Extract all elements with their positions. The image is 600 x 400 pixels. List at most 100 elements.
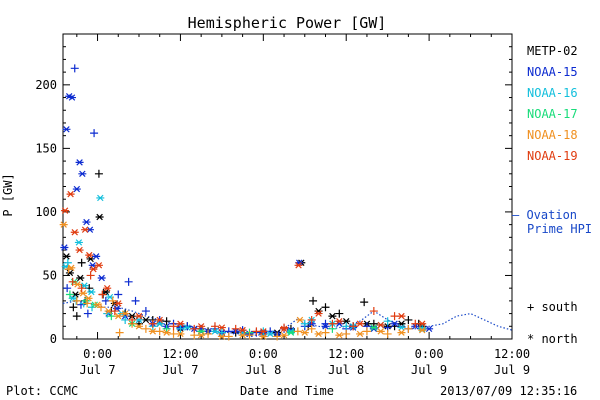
south-marker: [369, 307, 378, 316]
north-marker: [397, 329, 406, 336]
south-marker: [307, 324, 316, 333]
south-marker: [404, 315, 413, 324]
south-marker: [360, 298, 369, 307]
south-marker: [224, 332, 233, 341]
north-marker: [87, 288, 96, 296]
south-marker: [77, 258, 86, 267]
x-tick-label-date: Jul 8: [245, 363, 281, 377]
north-marker: [95, 213, 104, 221]
south-marker: [217, 328, 226, 337]
south-marker: [69, 303, 78, 312]
north-marker: [76, 274, 85, 282]
south-marker: [64, 265, 73, 274]
north-marker: [67, 264, 76, 272]
north-marker: [266, 330, 275, 338]
south-marker: [252, 327, 261, 336]
north-marker: [397, 312, 406, 320]
south-marker: [162, 317, 171, 326]
north-marker: [197, 323, 206, 330]
south-marker: [68, 277, 77, 286]
south-marker: [86, 271, 95, 280]
north-marker: [286, 329, 295, 336]
south-marker: [210, 322, 219, 331]
timestamp: 2013/07/09 12:35:16: [440, 384, 578, 398]
south-marker: [342, 329, 351, 338]
south-marker: [293, 327, 302, 336]
data-marks: [59, 64, 434, 341]
north-marker: [84, 295, 93, 302]
x-tick-label-time: 0:00: [83, 347, 112, 361]
south-marker: [162, 324, 171, 333]
south-marker: [110, 307, 119, 316]
south-marker: [124, 277, 133, 286]
south-marker: [72, 312, 81, 321]
plot-frame: [62, 33, 513, 340]
south-marker: [245, 331, 254, 340]
north-marker: [238, 326, 247, 334]
north-marker: [217, 333, 226, 340]
north-marker: [335, 331, 344, 339]
north-marker: [73, 281, 82, 288]
south-marker: [231, 324, 240, 333]
north-marker: [418, 326, 427, 334]
north-marker: [148, 328, 157, 335]
north-marker: [59, 221, 68, 228]
north-marker: [425, 325, 434, 333]
y-tick-label: 100: [35, 205, 57, 219]
x-tick-label-date: Jul 8: [328, 363, 364, 377]
north-marker: [67, 94, 76, 101]
north-marker: [197, 331, 206, 339]
south-marker: [369, 319, 378, 328]
north-marker: [61, 207, 70, 214]
north-marker: [94, 262, 103, 269]
x-tick-label-date: Jul 7: [162, 363, 198, 377]
north-marker: [280, 325, 289, 333]
north-marker: [314, 330, 323, 338]
south-marker: [383, 317, 392, 326]
south-marker: [309, 296, 318, 305]
chart-title: Hemispheric Power [GW]: [188, 14, 387, 32]
north-marker: [72, 185, 81, 193]
north-marker: [79, 290, 88, 297]
south-marker: [155, 327, 164, 336]
x-tick-label-time: 12:00: [494, 347, 530, 361]
south-marker: [335, 309, 344, 318]
series-noaa-16: [61, 194, 427, 338]
x-tick-label-date: Jul 7: [79, 363, 115, 377]
north-marker: [176, 330, 185, 338]
south-marker: [94, 169, 103, 178]
south-marker: [90, 129, 99, 138]
north-marker: [75, 246, 84, 254]
north-marker: [62, 253, 71, 260]
north-marker: [78, 170, 87, 178]
south-marker: [101, 296, 110, 305]
south-marker: [70, 64, 79, 73]
south-marker: [176, 324, 185, 333]
x-tick-label-date: Jul 9: [411, 363, 447, 377]
x-tick-label-time: 12:00: [328, 347, 364, 361]
ovation-legend-line1: – Ovation: [512, 208, 578, 222]
north-marker: [85, 251, 94, 259]
series-noaa-19: [61, 190, 427, 336]
ovation-line: [62, 300, 513, 336]
north-marker: [294, 262, 303, 269]
north-marker: [75, 159, 84, 166]
x-tick-label-time: 0:00: [249, 347, 278, 361]
north-marker: [134, 323, 143, 330]
north-marker: [114, 300, 123, 307]
x-tick-label-time: 12:00: [162, 347, 198, 361]
y-tick-label: 200: [35, 78, 57, 92]
north-marker: [321, 323, 330, 330]
y-axis-label: P [GW]: [1, 173, 15, 216]
south-marker: [342, 322, 351, 331]
north-marker: [314, 310, 323, 317]
north-marker: [89, 265, 98, 273]
north-marker: [155, 316, 164, 324]
north-marker: [376, 321, 385, 329]
north-marker: [70, 229, 79, 236]
south-marker: [77, 284, 86, 293]
south-marker: [328, 319, 337, 328]
north-marker: [295, 316, 304, 324]
north-marker: [134, 312, 143, 320]
